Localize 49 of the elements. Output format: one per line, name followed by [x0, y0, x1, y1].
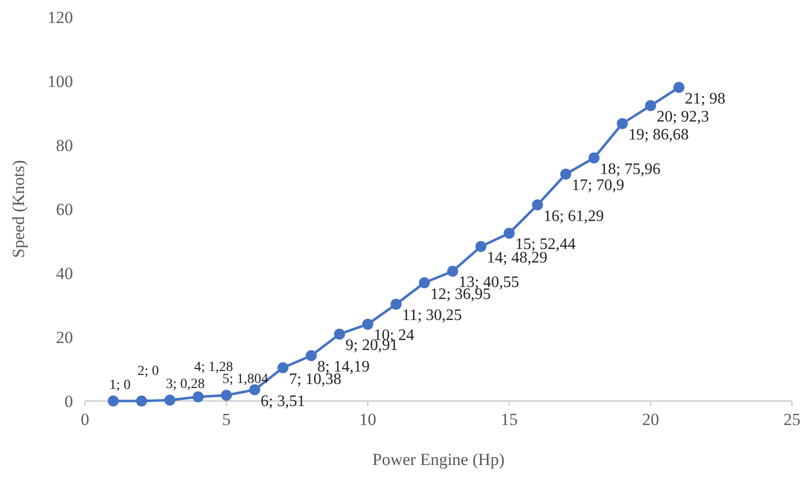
x-tick-label: 0: [80, 410, 90, 429]
point: [334, 328, 346, 340]
data-label: 18; 75,96: [600, 160, 660, 178]
y-tick-label: 80: [56, 136, 73, 155]
point: [504, 228, 515, 239]
y-axis-title: Speed (Knots): [9, 160, 28, 258]
data-label: 1; 0: [109, 378, 131, 393]
point: [532, 199, 543, 210]
point: [277, 362, 288, 374]
point: [108, 396, 119, 406]
x-tick-label: 25: [784, 410, 800, 429]
y-tick-label: 60: [56, 200, 73, 219]
point: [447, 266, 458, 277]
point: [616, 118, 628, 130]
y-tick-label: 0: [64, 392, 73, 411]
data-label: 19; 86,68: [628, 126, 689, 144]
point: [390, 298, 402, 310]
y-tick-label: 100: [48, 72, 73, 91]
point: [220, 390, 232, 401]
x-tick-label: 5: [222, 410, 231, 429]
data-label: 4; 1,28: [194, 360, 234, 375]
x-axis-title: Power Engine (Hp): [372, 450, 505, 469]
point: [306, 350, 317, 362]
data-label: 3; 0,28: [166, 377, 205, 392]
data-label: 5; 1,804: [222, 372, 268, 388]
point: [249, 384, 260, 396]
point: [362, 318, 374, 330]
x-tick-label: 10: [359, 410, 376, 429]
point: [475, 240, 486, 252]
data-label: 17; 70,9: [572, 177, 624, 194]
data-label: 20; 92,3: [656, 108, 710, 126]
x-tick-label: 15: [500, 410, 518, 429]
point: [673, 82, 684, 93]
point: [645, 100, 656, 112]
point: [418, 277, 430, 288]
point: [164, 394, 176, 406]
data-label: 2; 0: [138, 364, 159, 379]
y-tick-label: 120: [48, 8, 73, 27]
point: [136, 396, 148, 406]
x-tick-label: 20: [642, 410, 660, 429]
data-label: 6; 3,51: [260, 392, 306, 410]
data-label: 16; 61,29: [543, 208, 604, 225]
point: [192, 391, 204, 402]
point: [588, 152, 600, 164]
y-tick-label: 40: [56, 264, 73, 283]
data-label: 11; 30,25: [402, 307, 462, 324]
data-label: 21; 98: [684, 90, 726, 108]
point: [560, 168, 572, 180]
y-tick-label: 20: [56, 328, 73, 347]
